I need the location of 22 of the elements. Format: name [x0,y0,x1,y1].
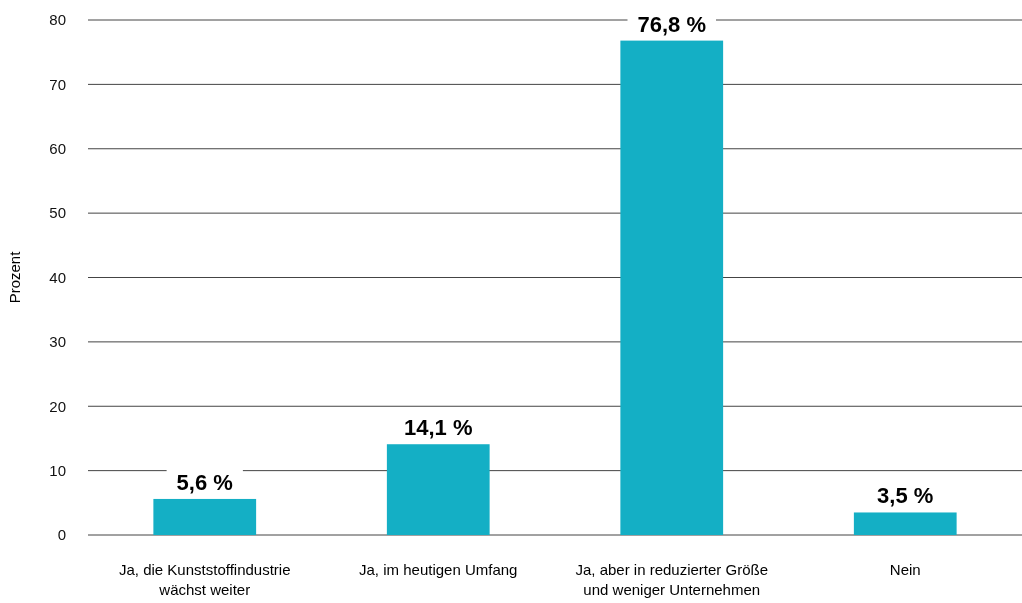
data-label: 76,8 % [637,11,706,37]
x-tick-label: Ja, die Kunststoffindustrie wächst weiter [119,561,291,599]
x-tick-label: Ja, im heutigen Umfang [359,561,518,578]
bar [386,444,490,535]
x-tick-label: Ja, aber in reduzierter Größe und weniger Unternehmen [575,561,769,599]
y-axis-title: Prozent [6,250,23,304]
y-tick-label: 10 [49,461,66,479]
y-tick-label: 20 [49,397,66,415]
bar [620,40,724,535]
x-tick-label: Nein [889,561,921,578]
bar [153,498,257,535]
y-tick-label: 40 [49,268,66,286]
y-tick-label: 70 [49,75,66,93]
y-tick-label: 50 [49,204,66,222]
y-tick-label: 60 [49,140,66,158]
y-tick-label: 30 [49,333,66,351]
data-label: 14,1 % [404,415,473,441]
bar [853,512,957,535]
y-tick-label: 80 [49,11,66,29]
data-label: 3,5 % [877,483,934,509]
y-tick-label: 0 [57,526,66,544]
data-label: 5,6 % [176,469,233,495]
